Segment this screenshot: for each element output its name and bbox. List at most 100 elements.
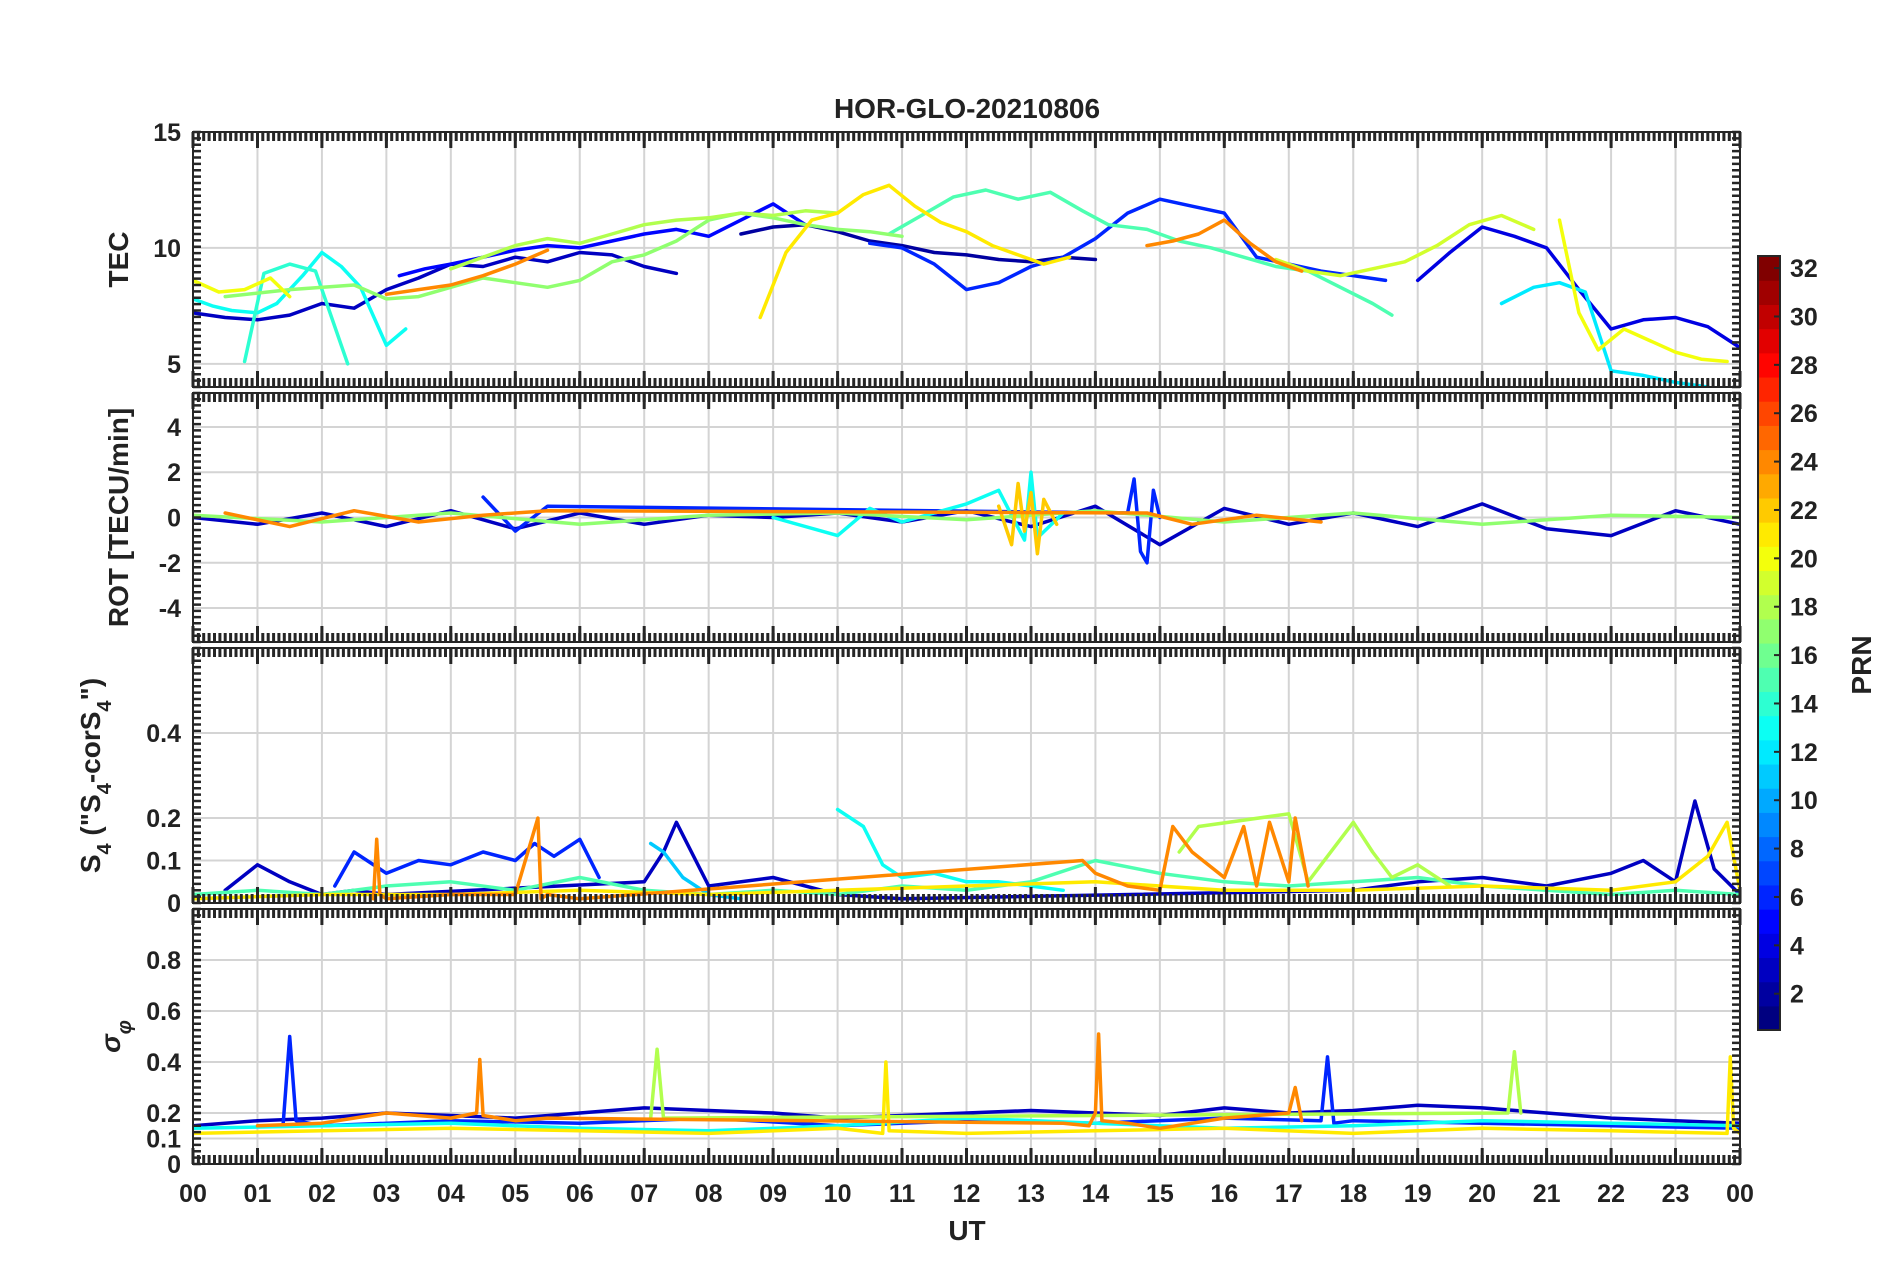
colorbar-tick-label: 18 xyxy=(1790,594,1818,622)
y-tick-label: 0.2 xyxy=(146,805,181,833)
x-tick-label: 11 xyxy=(889,1180,916,1208)
colorbar-frame xyxy=(1757,255,1781,1031)
colorbar-swatch xyxy=(1758,376,1780,402)
y-minor-ticks xyxy=(193,391,1740,644)
y-minor-ticks xyxy=(193,907,1740,1166)
colorbar-swatch xyxy=(1758,909,1780,934)
colorbar-swatch xyxy=(1758,763,1780,789)
series-tec-13 xyxy=(193,276,292,299)
y-axis-label-rot: ROT [TECU/min] xyxy=(103,408,134,627)
y-minor-ticks xyxy=(193,646,1740,905)
y-tick-label: -4 xyxy=(159,595,181,623)
colorbar-tick-label: 14 xyxy=(1790,690,1818,718)
y-tick-label: 0.4 xyxy=(146,720,181,748)
x-tick-label: 10 xyxy=(824,1180,852,1208)
x-tick-label: 20 xyxy=(1468,1180,1496,1208)
colorbar-swatch xyxy=(1758,836,1780,862)
y-tick-label: 0.8 xyxy=(146,947,181,975)
y-tick-label: 5 xyxy=(167,351,181,379)
x-major-ticks xyxy=(191,132,1742,387)
series-tec-2 xyxy=(397,202,808,278)
panel-tec: 5 10 15 TEC xyxy=(103,119,1742,389)
x-major-ticks xyxy=(191,909,1742,1164)
series-tec-12 xyxy=(1274,213,1536,278)
series-sigma-3 xyxy=(193,1116,1740,1133)
colorbar-swatch xyxy=(1758,691,1780,717)
panel-sigma: 00.10.2 0.4 0.6 0.8 σφ 00 01 02 03 04 05 06 07 08 09 10… xyxy=(95,907,1754,1208)
colorbar-swatch xyxy=(1758,522,1780,547)
series-group-sigma xyxy=(193,1032,1740,1136)
x-tick-label: 04 xyxy=(437,1180,465,1208)
x-tick-label: 14 xyxy=(1082,1180,1110,1208)
colorbar-tick-label: 4 xyxy=(1790,932,1804,960)
colorbar-tick-label: 10 xyxy=(1790,787,1818,815)
y-tick-label: 4 xyxy=(167,414,181,442)
y-tick-label: 15 xyxy=(153,119,181,147)
colorbar-label: PRN xyxy=(1846,635,1877,694)
colorbar-swatch xyxy=(1758,981,1780,1007)
y-tick-label: 0.1 xyxy=(146,848,181,876)
colorbar-tick-label: 20 xyxy=(1790,545,1818,573)
x-tick-label: 00 xyxy=(179,1180,207,1208)
series-tec-14 xyxy=(758,183,1072,320)
colorbar-swatch xyxy=(1758,280,1780,305)
y-tick-label: 0.2 xyxy=(146,1100,181,1128)
colorbar-swatch xyxy=(1758,328,1780,354)
panel-rot: -4 -2 0 2 4 ROT [TECU/min] xyxy=(103,391,1742,644)
colorbar-tick-label: 26 xyxy=(1790,400,1818,428)
x-tick-label: 12 xyxy=(953,1180,981,1208)
colorbar-swatch xyxy=(1758,884,1780,910)
x-axis-label: UT xyxy=(948,1215,985,1246)
series-rot-6 xyxy=(223,508,1323,529)
series-tec-17 xyxy=(1145,218,1304,273)
series-rot-4 xyxy=(193,508,1740,527)
colorbar-swatch xyxy=(1758,860,1780,886)
y-tick-label: 0 xyxy=(167,890,181,918)
colorbar-swatch xyxy=(1758,957,1780,983)
x-tick-label: 23 xyxy=(1662,1180,1690,1208)
series-sigma-5 xyxy=(193,1055,1740,1136)
colorbar-swatch xyxy=(1758,594,1780,620)
colorbar-swatch xyxy=(1758,618,1780,644)
colorbar-swatch xyxy=(1758,304,1780,330)
x-tick-label: 07 xyxy=(630,1180,658,1208)
colorbar-swatch xyxy=(1758,473,1780,499)
x-tick-label: 09 xyxy=(759,1180,787,1208)
colorbar-swatch xyxy=(1758,643,1780,668)
x-tick-label: 22 xyxy=(1597,1180,1625,1208)
chart-title: HOR-GLO-20210806 xyxy=(834,93,1100,124)
colorbar-swatch xyxy=(1758,788,1780,813)
colorbar-swatch xyxy=(1758,933,1780,959)
y-tick-label: 0.4 xyxy=(146,1049,181,1077)
series-tec-6 xyxy=(193,250,408,348)
series-tec-8 xyxy=(887,188,1394,317)
colorbar-swatch xyxy=(1758,449,1780,475)
series-tec-16 xyxy=(384,248,550,297)
x-tick-label: 17 xyxy=(1275,1180,1303,1208)
x-tick-label: 18 xyxy=(1339,1180,1367,1208)
y-axis-label-tec: TEC xyxy=(103,232,134,288)
x-tick-label: 21 xyxy=(1533,1180,1561,1208)
colorbar-tick-label: 2 xyxy=(1790,981,1804,1009)
colorbar-swatch xyxy=(1758,715,1780,741)
y-axis-label-sigma: σφ xyxy=(95,1020,136,1053)
colorbar-swatch xyxy=(1758,256,1780,281)
colorbar-swatch xyxy=(1758,497,1780,523)
colorbar-swatch xyxy=(1758,739,1780,765)
colorbar-swatch xyxy=(1758,425,1780,451)
x-tick-label: 16 xyxy=(1210,1180,1238,1208)
x-tick-label: 19 xyxy=(1404,1180,1432,1208)
series-rot-3 xyxy=(771,470,1065,542)
y-tick-label: -2 xyxy=(159,550,181,578)
colorbar-swatch xyxy=(1758,1005,1780,1031)
colorbar-tick-label: 30 xyxy=(1790,303,1818,331)
series-tec-10 xyxy=(223,211,904,301)
x-tick-label: 03 xyxy=(372,1180,400,1208)
x-major-ticks xyxy=(191,648,1742,903)
series-sigma-1 xyxy=(193,1103,1740,1128)
x-tick-label: 13 xyxy=(1017,1180,1045,1208)
series-tec-7 xyxy=(242,262,350,366)
series-tec-11 xyxy=(449,209,840,271)
